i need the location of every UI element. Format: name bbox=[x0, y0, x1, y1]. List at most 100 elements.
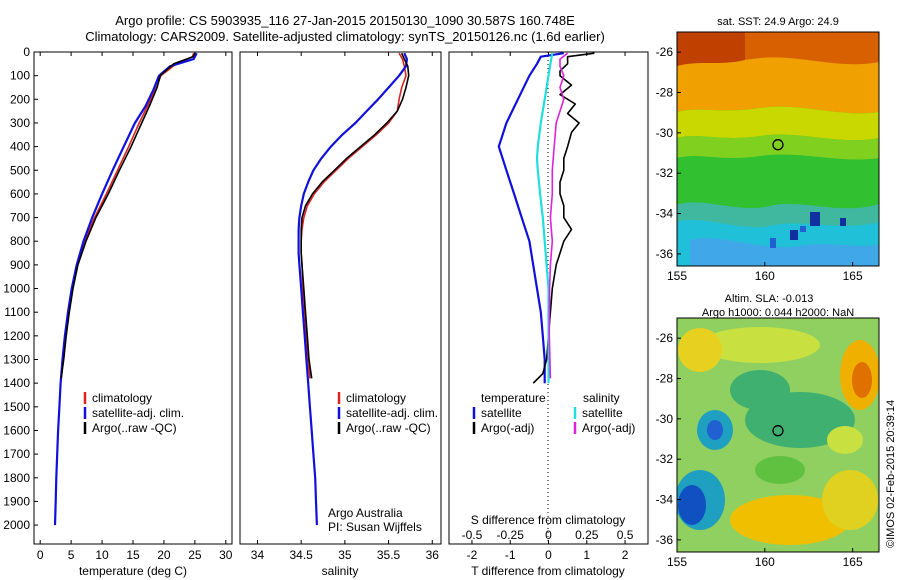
map-y-tick-label: -34 bbox=[656, 207, 674, 221]
x-tick-label: 0 bbox=[545, 548, 552, 562]
x-tick-label: 1 bbox=[583, 548, 590, 562]
salinity-series bbox=[297, 52, 410, 526]
legend-label-sal-satellite: satellite bbox=[582, 406, 623, 420]
series-line bbox=[300, 52, 407, 379]
map-x-tick-label: 160 bbox=[755, 269, 775, 283]
pi-label: PI: Susan Wijffels bbox=[328, 520, 422, 534]
temperature-x-ticks: 0 5 10 15 20 25 30 bbox=[37, 52, 233, 562]
depth-tick-label: 800 bbox=[10, 234, 30, 248]
sst-field bbox=[677, 32, 879, 266]
temperature-plot-frame bbox=[33, 51, 233, 545]
legend-label-argo: Argo(..raw -QC) bbox=[92, 421, 177, 435]
map-y-tick-label: -30 bbox=[656, 412, 674, 426]
map-y-tick-label: -36 bbox=[656, 533, 674, 547]
map-y-tick-label: -28 bbox=[656, 372, 674, 386]
sla-field bbox=[677, 318, 879, 552]
depth-tick-label: 300 bbox=[10, 116, 30, 130]
series-line bbox=[297, 52, 408, 526]
difference-panel: -2 -1 0 1 2 S difference from climatology -0… bbox=[448, 51, 649, 578]
depth-tick-label: 1100 bbox=[4, 305, 30, 319]
series-line bbox=[532, 52, 595, 384]
depth-tick-label: 1500 bbox=[3, 400, 30, 414]
x-tick-label: 34.5 bbox=[289, 548, 313, 562]
s-tick-label: 0 bbox=[545, 528, 552, 542]
s-tick-label: 0.25 bbox=[575, 528, 599, 542]
x-tick-label: 35.5 bbox=[377, 548, 401, 562]
legend-label-satellite: satellite-adj. clim. bbox=[346, 406, 438, 420]
depth-tick-label: 600 bbox=[10, 187, 30, 201]
x-tick-label: 30 bbox=[219, 548, 233, 562]
salinity-x-ticks: 34 34.5 35 35.5 36 bbox=[251, 52, 439, 562]
depth-tick-label: 200 bbox=[10, 92, 30, 106]
series-line bbox=[548, 52, 569, 379]
imos-credit: ©IMOS 02-Feb-2015 20:39:14 bbox=[885, 400, 897, 548]
map-x-tick-label: 165 bbox=[843, 555, 863, 569]
map-y-tick-label: -26 bbox=[656, 45, 674, 59]
series-line bbox=[300, 52, 410, 379]
temperature-legend: climatology satellite-adj. clim. Argo(..… bbox=[83, 391, 184, 435]
title-line-2: Climatology: CARS2009. Satellite-adjuste… bbox=[85, 29, 605, 44]
temperature-panel: 0100200300400500600700800900100011001200… bbox=[3, 45, 233, 578]
sst-map-title: sat. SST: 24.9 Argo: 24.9 bbox=[717, 16, 839, 28]
x-tick-label: 20 bbox=[157, 548, 171, 562]
x-tick-label: 36 bbox=[426, 548, 440, 562]
salinity-legend: climatology satellite-adj. clim. Argo(..… bbox=[337, 391, 438, 435]
sla-map-title-2: Argo h1000: 0.044 h2000: NaN bbox=[702, 307, 854, 319]
depth-tick-label: 100 bbox=[10, 69, 30, 83]
map-y-tick-label: -34 bbox=[656, 493, 674, 507]
depth-tick-label: 1300 bbox=[3, 353, 30, 367]
series-line bbox=[60, 52, 196, 379]
depth-tick-label: 400 bbox=[10, 140, 30, 154]
sst-map: sat. SST: 24.9 Argo: 24.9 155 160 165 -26 -2… bbox=[656, 16, 880, 283]
legend-label-temp-satellite: satellite bbox=[481, 406, 522, 420]
legend-title-salinity: salinity bbox=[583, 391, 620, 405]
s-tick-label: -0.25 bbox=[497, 528, 525, 542]
map-y-tick-label: -32 bbox=[656, 452, 674, 466]
depth-tick-label: 1600 bbox=[3, 423, 30, 437]
series-line bbox=[535, 53, 554, 384]
depth-axis: 0 100 200 300 400 500 600 700 800 900 1000 1100 1200… bbox=[3, 45, 38, 532]
map-y-tick-label: -26 bbox=[656, 331, 674, 345]
x-tick-label: 10 bbox=[95, 548, 109, 562]
s-tick-label: 0.5 bbox=[617, 528, 634, 542]
x-tick-label: -1 bbox=[505, 548, 516, 562]
map-x-tick-label: 155 bbox=[667, 269, 687, 283]
depth-tick-label: 1900 bbox=[3, 494, 30, 508]
depth-tick-label: 1000 bbox=[3, 282, 30, 296]
depth-tick-label: 1400 bbox=[3, 376, 30, 390]
legend-label-argo: Argo(..raw -QC) bbox=[346, 421, 431, 435]
depth-tick-label: 0 bbox=[23, 45, 30, 59]
salinity-plot-frame bbox=[239, 51, 442, 545]
sla-map-axes: 155 160 165 -26 -28 -30 -32 -34 -36 bbox=[656, 331, 863, 569]
difference-legend: temperature satellite Argo(-adj) salinit… bbox=[472, 391, 635, 435]
temperature-series bbox=[53, 52, 198, 526]
x-tick-label: 5 bbox=[68, 548, 75, 562]
depth-tick-label: 1800 bbox=[3, 471, 30, 485]
map-y-tick-label: -36 bbox=[656, 247, 674, 261]
difference-x-ticks: -2 -1 0 1 2 bbox=[467, 52, 629, 562]
map-x-tick-label: 165 bbox=[843, 269, 863, 283]
s-difference-label: S difference from climatology bbox=[471, 513, 626, 527]
legend-label-satellite: satellite-adj. clim. bbox=[92, 406, 184, 420]
argo-position-marker bbox=[772, 139, 784, 151]
x-tick-label: 34 bbox=[251, 548, 265, 562]
salinity-panel: 34 34.5 35 35.5 36 salinity climatology sate… bbox=[239, 51, 442, 578]
legend-label-sal-argo: Argo(-adj) bbox=[582, 421, 635, 435]
depth-tick-label: 500 bbox=[10, 163, 30, 177]
depth-tick-label: 900 bbox=[10, 258, 30, 272]
legend-label-climatology: climatology bbox=[346, 391, 406, 405]
depth-tick-label: 1200 bbox=[3, 329, 30, 343]
legend-title-temperature: temperature bbox=[481, 391, 546, 405]
x-tick-label: -2 bbox=[467, 548, 478, 562]
series-line bbox=[53, 52, 198, 526]
title-line-1: Argo profile: CS 5903935_116 27-Jan-2015… bbox=[115, 13, 575, 28]
data-center-label: Argo Australia bbox=[328, 506, 403, 520]
sst-map-axes: 155 160 165 -26 -28 -30 -32 -34 -36 bbox=[656, 45, 863, 283]
x-tick-label: 2 bbox=[622, 548, 629, 562]
depth-tick-label: 1700 bbox=[3, 447, 30, 461]
s-difference-tick-labels: -0.5 -0.25 0 0.25 0.5 bbox=[462, 528, 634, 542]
depth-tick-label: 2000 bbox=[3, 518, 30, 532]
map-y-tick-label: -32 bbox=[656, 166, 674, 180]
t-difference-label: T difference from climatology bbox=[471, 564, 625, 578]
